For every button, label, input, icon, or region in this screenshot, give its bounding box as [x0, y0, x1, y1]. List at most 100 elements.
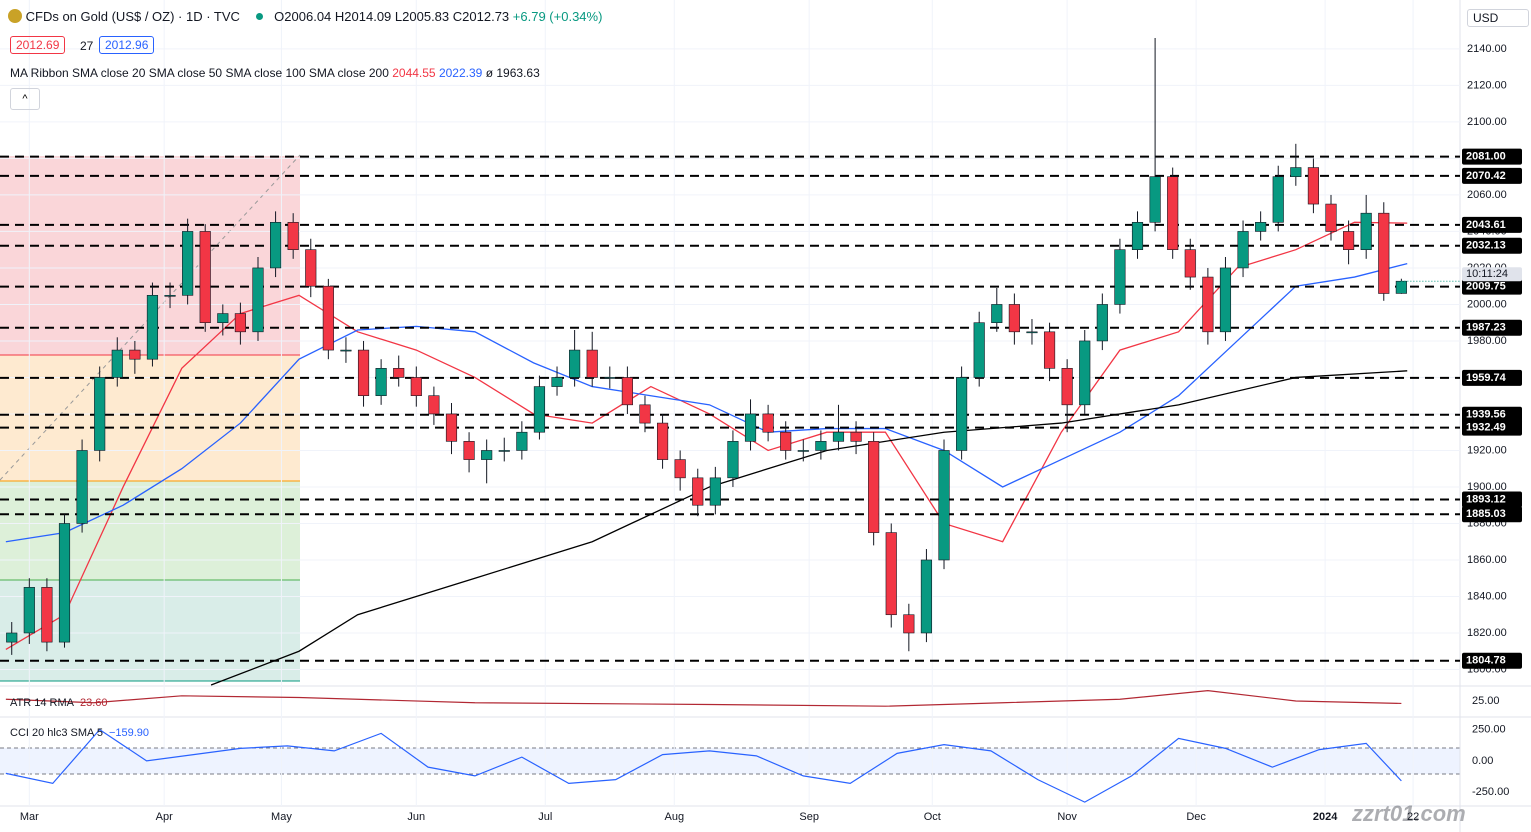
candle-body: [920, 559, 933, 634]
level-label: 2043.61: [1466, 219, 1506, 231]
candle-body: [832, 431, 845, 442]
candle-body: [868, 441, 880, 533]
candle-body: [393, 368, 405, 378]
y-tick-label: 2120.00: [1467, 79, 1507, 91]
candle-body: [41, 587, 53, 643]
level-label: 2009.75: [1466, 281, 1506, 293]
candle-body: [217, 313, 229, 323]
candle-body: [1360, 212, 1372, 250]
ma-value: ø: [485, 66, 494, 80]
level-label-bg: [1462, 369, 1522, 386]
candle-body: [252, 267, 264, 333]
level-label-bg: [1462, 167, 1522, 184]
y-tick-label: 2140.00: [1467, 43, 1507, 55]
countdown: 10:11:24: [1466, 268, 1508, 280]
ma-value: 2044.55: [392, 66, 436, 80]
level-label: 1893.12: [1466, 493, 1506, 505]
candle-body: [1325, 203, 1337, 232]
collapse-button[interactable]: ^: [10, 88, 40, 110]
candle-body: [445, 413, 458, 442]
candle-body: [1272, 176, 1284, 223]
y-tick-label: 1980.00: [1467, 335, 1507, 347]
level-label-bg: [1462, 652, 1522, 669]
candle-body: [621, 377, 633, 406]
level-label: 2032.13: [1466, 240, 1506, 252]
x-tick-label: Sep: [799, 811, 819, 823]
y-tick-label: 1920.00: [1467, 444, 1507, 456]
candle-body: [991, 304, 1003, 323]
candle-body: [111, 349, 123, 378]
indicator-tick-label: 25.00: [1472, 695, 1500, 707]
x-tick-label: Jun: [407, 811, 425, 823]
currency-select[interactable]: USD: [1467, 9, 1529, 27]
candle-body: [850, 431, 862, 442]
candle-body: [815, 441, 827, 451]
status-dot: [255, 13, 263, 20]
countdown-bg: [1462, 267, 1522, 282]
candle-body: [129, 349, 141, 360]
candle-body: [1255, 222, 1267, 232]
level-label-bg: [1462, 506, 1522, 523]
candle-body: [1008, 304, 1020, 333]
y-tick-label: 1900.00: [1467, 481, 1507, 493]
candle-body: [586, 349, 598, 378]
y-tick-label: 1820.00: [1467, 627, 1507, 639]
ma-line: [210, 370, 1408, 686]
y-tick-label: 2000.00: [1467, 298, 1507, 310]
candle-body: [1184, 249, 1196, 278]
candle-body: [94, 377, 106, 451]
candle-body: [1219, 267, 1232, 333]
candle-body: [1237, 231, 1249, 269]
level-label-bg: [1462, 216, 1522, 233]
level-label: 2070.42: [1466, 170, 1506, 182]
candle-body: [1096, 304, 1108, 342]
candle-body: [1202, 276, 1214, 333]
x-tick-label: 22: [1407, 811, 1419, 823]
indicator-value: −159.90: [109, 727, 149, 739]
candle-body: [1114, 249, 1126, 305]
candle-body: [322, 285, 334, 351]
symbol[interactable]: CFDs on Gold (US$ / OZ) · 1D · TVC: [25, 9, 240, 24]
level-label: 1932.49: [1466, 422, 1506, 434]
candle-body: [234, 313, 246, 333]
candle-body: [885, 532, 897, 616]
watermark: zzrt01.com: [1351, 801, 1466, 826]
candle-body: [23, 587, 35, 634]
candle-body: [164, 295, 176, 297]
cci-band: [0, 748, 1460, 774]
ask-price[interactable]: 2012.96: [99, 36, 155, 54]
candle-body: [604, 377, 616, 379]
candle-body: [674, 459, 686, 479]
candle-body: [551, 377, 563, 387]
candle-body: [1079, 340, 1091, 406]
indicator-title: CCI 20 hlc3 SMA 5: [10, 727, 103, 739]
level-label-bg: [1462, 419, 1522, 436]
candle-body: [903, 614, 915, 634]
level-label-bg: [1462, 406, 1522, 423]
bid-price[interactable]: 2012.69: [10, 36, 66, 54]
candle-body: [973, 322, 985, 378]
candle-body: [410, 377, 422, 397]
indicator-tick-label: 0.00: [1472, 755, 1493, 767]
candle-body: [1149, 176, 1161, 223]
quote-high: H2014.09: [334, 9, 392, 24]
y-tick-label: 2100.00: [1467, 116, 1507, 128]
candle-body: [1307, 167, 1319, 205]
candle-body: [1167, 176, 1179, 250]
quote-close: C2012.73: [452, 9, 510, 24]
quote-low: L2005.83: [394, 9, 450, 24]
fib-trend-line: [0, 154, 301, 481]
candle-body: [1061, 368, 1073, 406]
level-label: 1987.23: [1466, 322, 1506, 334]
indicator-line: [5, 689, 1402, 707]
x-tick-label: Oct: [924, 811, 941, 823]
candle-body: [727, 441, 739, 479]
candle-body: [481, 450, 493, 460]
indicator-tick-label: 250.00: [1472, 724, 1506, 736]
level-label-bg: [1462, 237, 1522, 254]
level-label: 1959.74: [1466, 372, 1507, 384]
level-label-bg: [1462, 148, 1522, 165]
candle-body: [270, 222, 282, 269]
y-tick-label: 1840.00: [1467, 590, 1507, 602]
x-tick-label: May: [271, 811, 292, 823]
